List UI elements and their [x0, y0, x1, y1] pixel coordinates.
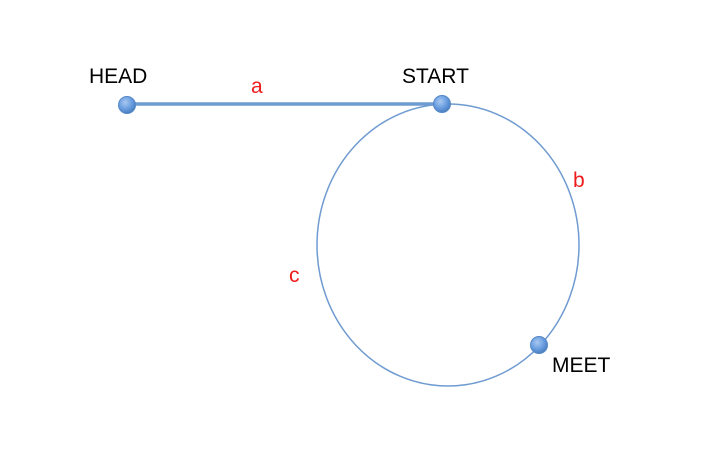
head-node	[118, 96, 136, 114]
start-node	[433, 95, 451, 113]
segment-c-label: c	[289, 264, 300, 287]
segment-a-label: a	[251, 75, 263, 98]
start-label: START	[402, 65, 469, 88]
meet-label: MEET	[552, 354, 611, 377]
segment-b-label: b	[573, 169, 585, 192]
head-label: HEAD	[89, 65, 147, 88]
meet-node	[530, 336, 548, 354]
